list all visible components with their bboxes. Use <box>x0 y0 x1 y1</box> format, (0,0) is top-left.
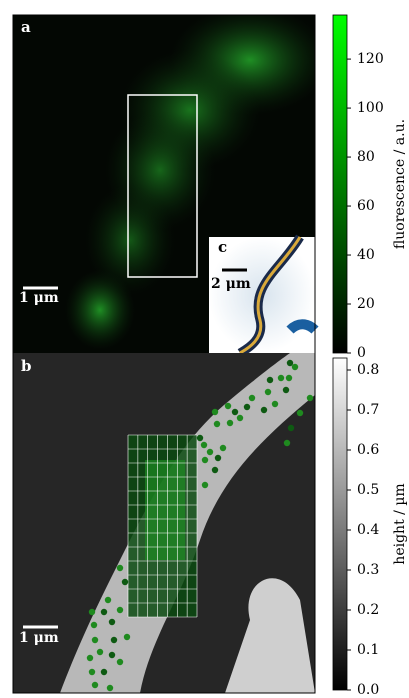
colorbar-tick-label: 0.7 <box>357 402 379 418</box>
measurement-point <box>287 424 295 432</box>
measurement-point <box>206 448 214 456</box>
inset: c 2 μm <box>209 234 319 357</box>
measurement-point <box>110 636 118 644</box>
measurement-point <box>291 363 299 371</box>
measurement-point <box>306 394 314 402</box>
scale-bar-label: 1 μm <box>19 630 59 646</box>
measurement-point <box>88 668 96 676</box>
colorbar-tick-label: 0.4 <box>357 522 379 538</box>
measurement-point <box>106 684 114 692</box>
measurement-point <box>104 596 112 604</box>
measurement-point <box>271 400 279 408</box>
fluorescence-overlay <box>127 434 198 618</box>
colorbar-tick-label: 0.6 <box>357 442 379 458</box>
colorbar-tick-label: 20 <box>357 296 375 312</box>
measurement-point <box>211 466 219 474</box>
measurement-point <box>283 439 291 447</box>
measurement-point <box>264 388 272 396</box>
panel-label: a <box>21 18 31 36</box>
measurement-point <box>90 621 98 629</box>
colorbar-tick-label: 0.1 <box>357 642 379 658</box>
measurement-point <box>121 578 129 586</box>
measurement-point <box>96 648 104 656</box>
measurement-point <box>116 564 124 572</box>
colorbar-tick-label: 40 <box>357 247 375 263</box>
colorbar-tick-label: 0.0 <box>357 682 379 698</box>
measurement-point <box>236 414 244 422</box>
measurement-point <box>266 376 274 384</box>
measurement-point <box>200 441 208 449</box>
scale-bar-label: 2 μm <box>211 276 251 292</box>
measurement-point <box>260 406 268 414</box>
colorbar-tick-label: 100 <box>357 100 384 116</box>
colorbar-tick-label: 60 <box>357 198 375 214</box>
measurement-point <box>282 386 290 394</box>
measurement-point <box>88 608 96 616</box>
measurement-point <box>248 394 256 402</box>
panel-label: c <box>218 238 227 256</box>
height-image <box>13 353 315 693</box>
panel-label: b <box>21 357 32 375</box>
measurement-point <box>86 654 94 662</box>
colorbar-tick-label: 80 <box>357 149 375 165</box>
measurement-point <box>108 618 116 626</box>
measurement-point <box>213 420 221 428</box>
colorbar <box>332 14 348 354</box>
measurement-point <box>219 444 227 452</box>
measurement-point <box>296 409 304 417</box>
measurement-point <box>108 651 116 659</box>
colorbar-tick-label: 0.8 <box>357 362 379 378</box>
colorbar-tick-label: 0.2 <box>357 602 379 618</box>
colorbar-tick-label: 120 <box>357 51 384 67</box>
measurement-point <box>201 456 209 464</box>
measurement-point <box>243 403 251 411</box>
colorbar-tick-label: 0 <box>357 345 366 361</box>
measurement-point <box>100 608 108 616</box>
measurement-point <box>196 434 204 442</box>
measurement-point <box>91 636 99 644</box>
measurement-point <box>286 359 294 367</box>
colorbar-tick-label: 0.5 <box>357 482 379 498</box>
measurement-point <box>123 633 131 641</box>
measurement-point <box>201 481 209 489</box>
measurement-point <box>214 454 222 462</box>
colorbar-tick-label: 0.3 <box>357 562 379 578</box>
measurement-point <box>116 658 124 666</box>
scale-bar-label: 1 μm <box>19 290 59 306</box>
measurement-point <box>100 668 108 676</box>
measurement-point <box>231 408 239 416</box>
measurement-point <box>116 606 124 614</box>
measurement-point <box>285 374 293 382</box>
measurement-point <box>224 402 232 410</box>
measurement-point <box>211 408 219 416</box>
measurement-point <box>226 419 234 427</box>
colorbar-label: fluorescence / a.u. <box>392 119 408 249</box>
measurement-point <box>277 374 285 382</box>
measurement-point <box>91 681 99 689</box>
colorbar <box>332 357 348 691</box>
fluorescence-image <box>13 15 315 353</box>
colorbar-label: height / µm <box>392 483 408 564</box>
